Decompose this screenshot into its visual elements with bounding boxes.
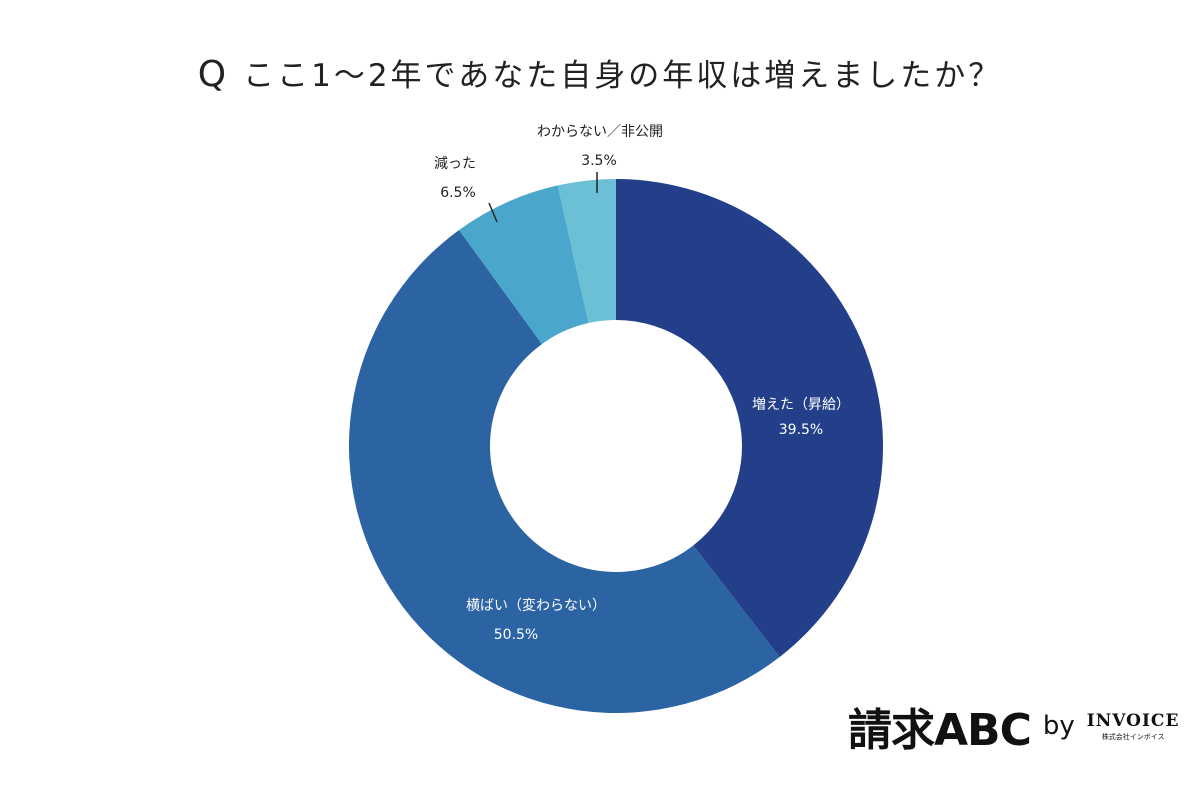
- label-unknown-value: 3.5%: [581, 153, 617, 169]
- label-unknown: わからない／非公開 3.5%: [520, 120, 680, 174]
- label-increased: 増えた（昇給） 39.5%: [742, 393, 860, 443]
- slice-unknown: [557, 179, 616, 324]
- label-unchanged: 横ばい（変わらない） 50.5%: [452, 594, 620, 648]
- label-unchanged-value: 50.5%: [493, 627, 539, 643]
- label-decreased: 減った 6.5%: [418, 152, 498, 206]
- question-text: ここ1〜2年であなた自身の年収は増えましたか？: [243, 58, 1003, 94]
- label-increased-name: 増えた（昇給）: [752, 397, 850, 413]
- label-unknown-name: わからない／非公開: [537, 124, 663, 140]
- logo-brand: INVOICE 株式会社インボイス: [1087, 711, 1180, 742]
- brand-logo: 請求ABC by INVOICE 株式会社インボイス: [848, 701, 1180, 756]
- slice-decreased: [459, 185, 589, 345]
- label-increased-value: 39.5%: [778, 422, 824, 438]
- leader-line-decreased: [488, 202, 498, 223]
- logo-main: 請求ABC: [848, 705, 1032, 756]
- label-unchanged-name: 横ばい（変わらない）: [466, 598, 606, 614]
- label-decreased-name: 減った: [434, 156, 476, 172]
- logo-by: by: [1042, 711, 1075, 741]
- logo-invoice: INVOICE: [1086, 710, 1180, 731]
- label-decreased-value: 6.5%: [440, 185, 476, 201]
- chart-title: Q ここ1〜2年であなた自身の年収は増えましたか？: [0, 50, 1200, 95]
- slice-unchanged: [348, 229, 780, 714]
- slice-increased: [616, 179, 884, 657]
- logo-company: 株式会社インボイス: [1101, 732, 1165, 741]
- question-mark-q: Q: [197, 54, 230, 95]
